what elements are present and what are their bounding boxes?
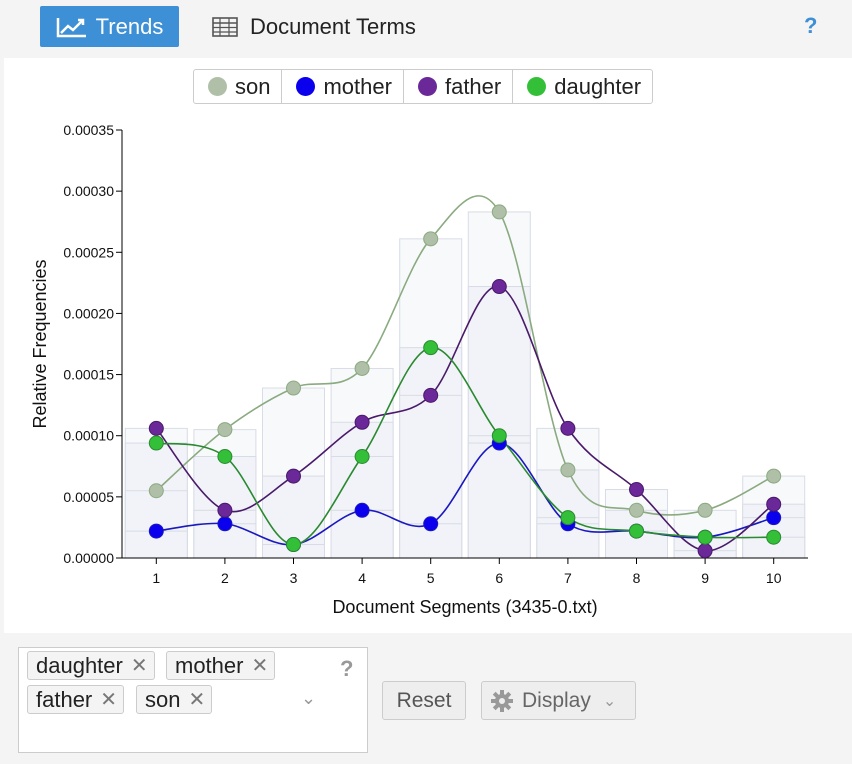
data-point-daughter (766, 529, 782, 545)
help-icon[interactable]: ? (804, 13, 818, 38)
series-line-father (155, 285, 775, 552)
x-axis-label: Document Segments (3435-0.txt) (332, 597, 597, 617)
data-point-father (286, 468, 301, 484)
data-point-father (217, 502, 233, 518)
tab-trends-label: Trends (95, 13, 164, 39)
data-point-son (629, 502, 644, 518)
term-chip-label: mother (175, 652, 244, 678)
line-chart-icon (56, 17, 86, 37)
x-tick-label: 9 (701, 570, 709, 586)
term-chip-son: son ✕ (136, 685, 213, 714)
legend-label: son (235, 73, 271, 99)
data-point-daughter (217, 449, 233, 465)
data-point-son (286, 380, 301, 396)
x-tick-label: 7 (564, 570, 572, 586)
remove-term-icon[interactable]: ✕ (188, 689, 206, 711)
remove-term-icon[interactable]: ✕ (100, 689, 118, 711)
data-point-daughter (560, 510, 576, 526)
data-point-son (697, 502, 713, 518)
y-tick-label: 0.00010 (63, 428, 114, 444)
x-tick-label: 10 (766, 570, 782, 586)
legend-dot (417, 77, 437, 96)
data-point-father (491, 279, 507, 295)
display-button-label: Display (522, 688, 591, 712)
data-point-son (148, 483, 164, 499)
data-point-son (423, 231, 439, 247)
legend-item-father[interactable]: father (404, 70, 514, 103)
term-chip-father: father ✕ (27, 685, 125, 714)
legend: son mother father daughter (193, 69, 654, 104)
legend-dot (296, 77, 316, 96)
legend-dot (527, 77, 547, 96)
y-tick-label: 0.00000 (63, 550, 114, 566)
data-point-son (491, 204, 507, 220)
data-point-father (629, 482, 644, 498)
data-point-son (560, 462, 576, 478)
data-point-son (766, 468, 782, 484)
data-point-father (148, 420, 164, 436)
legend-dot (208, 77, 227, 96)
x-tick-label: 6 (495, 570, 503, 586)
legend-item-mother[interactable]: mother (282, 70, 404, 103)
tab-document-terms[interactable]: Document Terms (212, 6, 416, 47)
x-tick-label: 1 (152, 570, 160, 586)
x-tick-label: 3 (290, 570, 298, 586)
y-tick-label: 0.00030 (63, 183, 114, 199)
chevron-down-icon[interactable]: ⌄ (301, 688, 317, 708)
data-point-mother (217, 516, 233, 532)
legend-label: daughter (554, 73, 642, 99)
term-chip-label: daughter (36, 652, 123, 678)
table-icon (212, 16, 238, 37)
data-point-father (766, 496, 782, 512)
display-button[interactable]: Display ⌄ (481, 681, 636, 720)
y-tick-label: 0.00020 (63, 305, 114, 321)
term-chip-daughter: daughter ✕ (27, 651, 155, 680)
series-line-daughter (156, 346, 774, 546)
data-point-son (217, 422, 233, 438)
data-point-mother (423, 516, 439, 532)
trends-chart: 0.00000 0.00005 0.00010 0.00015 0.00020 0.000… (30, 122, 808, 617)
x-tick-label: 8 (633, 570, 641, 586)
data-point-father (697, 543, 713, 559)
x-tick-label: 4 (358, 570, 366, 586)
data-point-mother (766, 510, 782, 526)
data-point-mother (354, 502, 370, 518)
reset-button[interactable]: Reset (382, 681, 466, 720)
data-point-daughter (629, 523, 644, 539)
y-axis-label: Relative Frequencies (30, 259, 50, 428)
data-point-father (560, 420, 576, 436)
legend-item-daughter[interactable]: daughter (513, 70, 652, 103)
x-tick-label: 2 (221, 570, 229, 586)
gear-icon (491, 689, 513, 712)
y-tick-label: 0.00005 (63, 489, 114, 505)
legend-label: mother (323, 73, 392, 99)
data-point-mother (148, 523, 164, 539)
data-point-son (354, 360, 370, 376)
tab-document-terms-label: Document Terms (250, 13, 416, 39)
term-chip-label: son (145, 686, 181, 712)
x-tick-label: 5 (427, 570, 435, 586)
legend-item-son[interactable]: son (194, 70, 283, 103)
data-point-father (423, 387, 439, 403)
data-point-daughter (697, 529, 713, 545)
chevron-down-icon: ⌄ (602, 692, 617, 710)
y-tick-label: 0.00025 (63, 244, 114, 260)
data-point-daughter (423, 340, 439, 356)
tab-trends[interactable]: Trends (40, 6, 179, 47)
data-point-father (354, 414, 370, 430)
data-point-daughter (354, 449, 370, 465)
y-tick-label: 0.00015 (63, 367, 114, 383)
legend-label: father (444, 73, 502, 99)
data-point-daughter (148, 435, 164, 451)
y-tick-label: 0.00035 (63, 122, 114, 138)
remove-term-icon[interactable]: ✕ (251, 655, 269, 677)
remove-term-icon[interactable]: ✕ (130, 655, 148, 677)
terms-help-icon[interactable]: ? (340, 656, 354, 681)
data-point-daughter (491, 428, 507, 444)
term-chip-label: father (36, 686, 93, 712)
data-point-daughter (286, 537, 301, 553)
series-line-son (155, 195, 775, 516)
term-chip-mother: mother ✕ (166, 651, 276, 680)
